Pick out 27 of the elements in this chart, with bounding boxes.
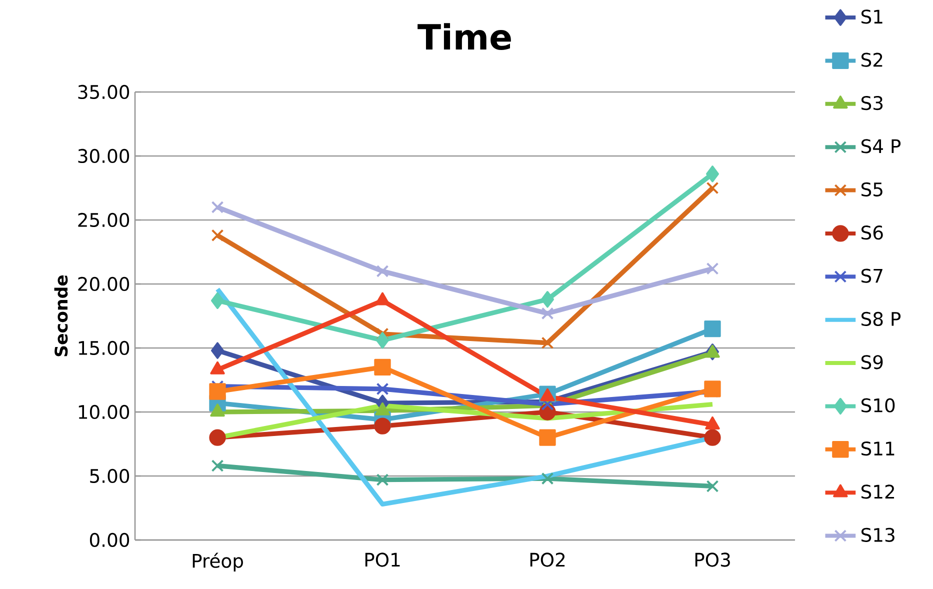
legend-label: S6 <box>862 226 883 240</box>
legend-label: S1 <box>862 10 882 24</box>
legend-label: S10 <box>862 398 895 412</box>
x-tick-label: PO2 <box>530 552 565 567</box>
x-tick-label: PO1 <box>365 552 400 567</box>
y-tick-label: 35.00 <box>78 84 130 100</box>
legend-label: S5 <box>862 182 882 196</box>
legend-label: S13 <box>862 528 894 542</box>
x-tick-label: PO3 <box>695 552 730 567</box>
y-tick-label: 0.00 <box>90 532 130 548</box>
y-tick-label: 25.00 <box>78 212 130 228</box>
y-tick-label: 30.00 <box>78 148 130 164</box>
x-tick-label: Préop <box>192 552 243 572</box>
legend-label: S11 <box>862 441 894 456</box>
legend-label: S4 P <box>862 139 901 154</box>
y-tick-label: 5.00 <box>90 468 130 484</box>
legend-label: S3 <box>862 96 883 110</box>
y-tick-label: 20.00 <box>78 276 130 292</box>
legend-label: S2 <box>862 52 882 67</box>
legend-label: S9 <box>862 355 883 370</box>
y-tick-label: 15.00 <box>78 340 130 356</box>
y-tick-label: 10.00 <box>78 404 130 420</box>
y-axis-title: Seconde <box>54 275 68 356</box>
chart-title: Time <box>418 23 511 50</box>
legend-label: S8 P <box>862 312 901 326</box>
legend-label: S7 <box>862 268 882 283</box>
legend-label: S12 <box>862 484 894 499</box>
